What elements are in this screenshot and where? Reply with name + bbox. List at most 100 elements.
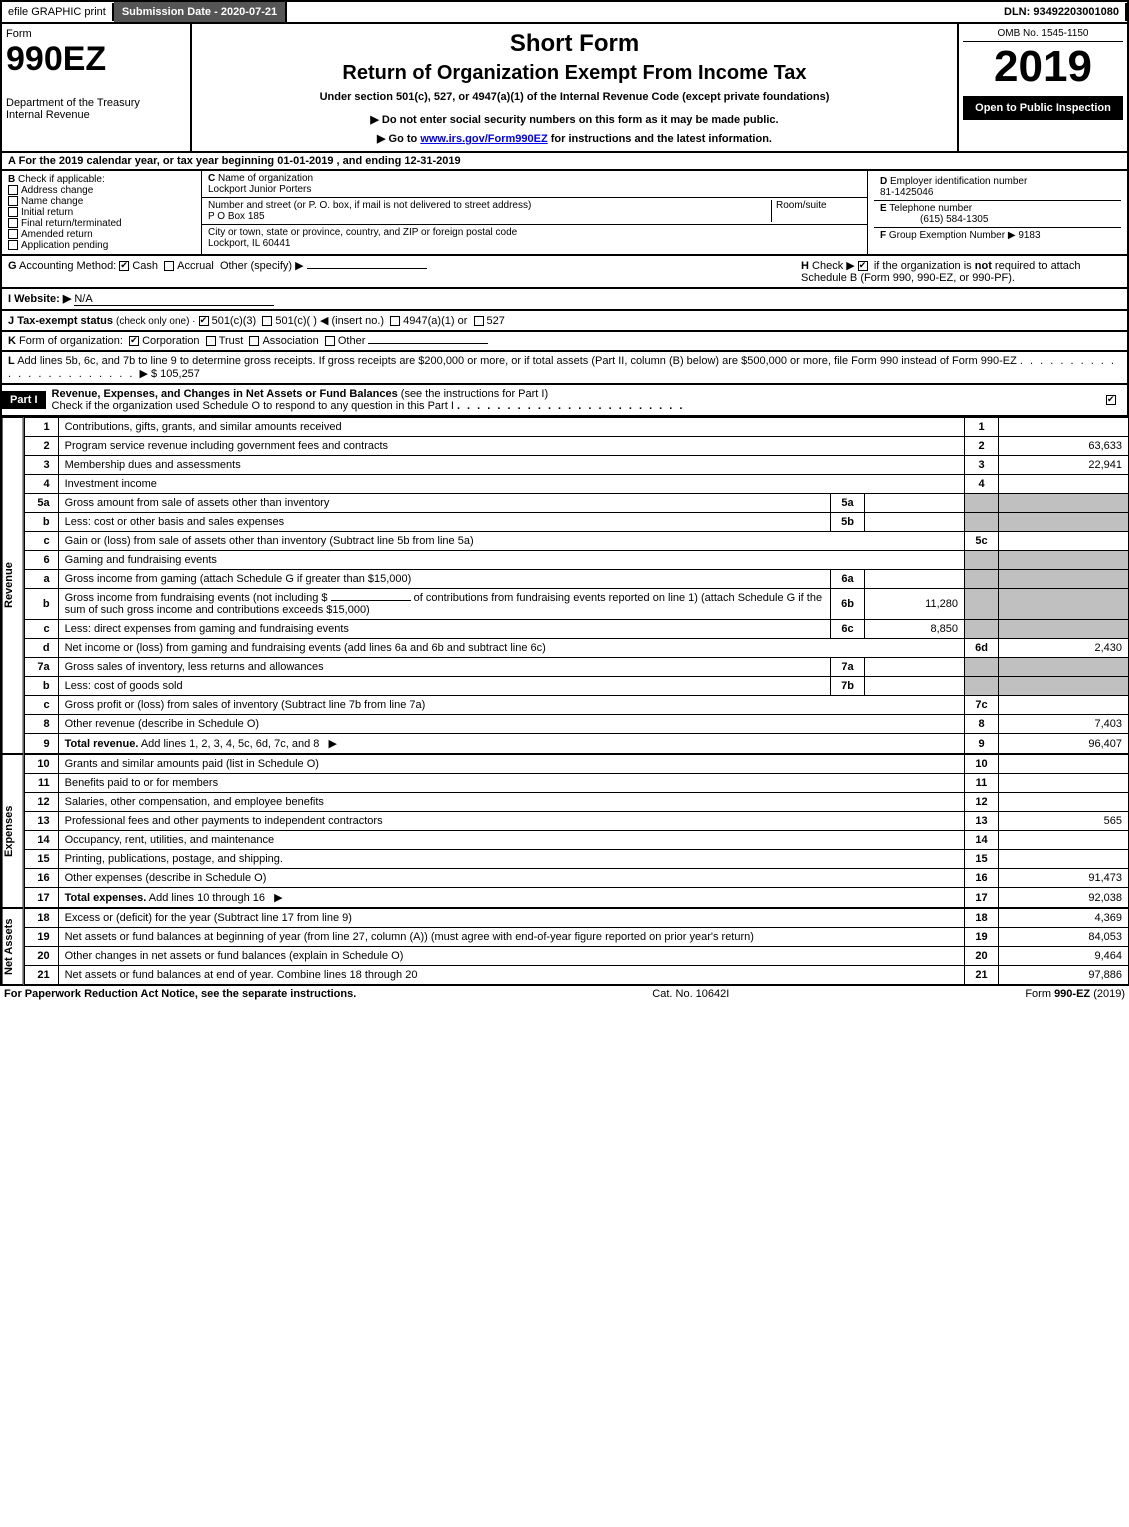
top-bar: efile GRAPHIC print Submission Date - 20… xyxy=(0,0,1129,24)
l6-desc: Gaming and fundraising events xyxy=(58,551,964,570)
netassets-section: Net Assets 18Excess or (deficit) for the… xyxy=(0,908,1129,985)
row-6b: bGross income from fundraising events (n… xyxy=(24,589,1128,620)
chk-cash[interactable] xyxy=(119,261,129,271)
page-footer: For Paperwork Reduction Act Notice, see … xyxy=(0,985,1129,1002)
chk-corp[interactable] xyxy=(129,336,139,346)
b-name: Name change xyxy=(21,196,83,207)
l13-desc: Professional fees and other payments to … xyxy=(58,812,964,831)
chk-501c[interactable] xyxy=(262,316,272,326)
row-10: 10Grants and similar amounts paid (list … xyxy=(24,755,1128,774)
l7a-amt xyxy=(865,658,965,677)
dots2 xyxy=(457,400,685,412)
line-a: A For the 2019 calendar year, or tax yea… xyxy=(0,153,1129,171)
l6b-amt: 11,280 xyxy=(865,589,965,620)
chk-address[interactable] xyxy=(8,185,18,195)
j-d: 527 xyxy=(487,315,505,327)
row-2: 2Program service revenue including gover… xyxy=(24,437,1128,456)
l4-desc: Investment income xyxy=(58,475,964,494)
city: Lockport, IL 60441 xyxy=(208,238,290,249)
i-label: Website: ▶ xyxy=(14,293,71,305)
footer-left: For Paperwork Reduction Act Notice, see … xyxy=(4,988,356,1000)
l17-d2: Add lines 10 through 16 xyxy=(149,892,265,904)
ein: 81-1425046 xyxy=(880,187,933,198)
chk-amended[interactable] xyxy=(8,229,18,239)
goto-post: for instructions and the latest informat… xyxy=(551,133,772,145)
l21-desc: Net assets or fund balances at end of ye… xyxy=(58,966,964,985)
l16-amt: 91,473 xyxy=(999,869,1129,888)
row-13: 13Professional fees and other payments t… xyxy=(24,812,1128,831)
l9-d2: Add lines 1, 2, 3, 4, 5c, 6d, 7c, and 8 xyxy=(141,738,320,750)
l6b-input[interactable] xyxy=(331,600,411,601)
netassets-table: 18Excess or (deficit) for the year (Subt… xyxy=(24,908,1129,985)
row-20: 20Other changes in net assets or fund ba… xyxy=(24,947,1128,966)
l18-amt: 4,369 xyxy=(999,909,1129,928)
chk-h[interactable] xyxy=(858,261,868,271)
part1-note: (see the instructions for Part I) xyxy=(401,388,548,400)
f-label: Group Exemption Number xyxy=(889,230,1005,241)
j-a: 501(c)(3) xyxy=(212,315,257,327)
l20-desc: Other changes in net assets or fund bala… xyxy=(58,947,964,966)
part1-check-text: Check if the organization used Schedule … xyxy=(52,400,454,412)
org-name: Lockport Junior Porters xyxy=(208,184,311,195)
goto-link[interactable]: www.irs.gov/Form990EZ xyxy=(420,133,547,145)
irs-label: Internal Revenue xyxy=(6,109,186,121)
row-18: 18Excess or (deficit) for the year (Subt… xyxy=(24,909,1128,928)
g-other-input[interactable] xyxy=(307,268,427,269)
l15-amt xyxy=(999,850,1129,869)
l7a-desc: Gross sales of inventory, less returns a… xyxy=(58,658,830,677)
g-label: Accounting Method: xyxy=(19,260,116,272)
l5b-amt xyxy=(865,513,965,532)
l14-desc: Occupancy, rent, utilities, and maintena… xyxy=(58,831,964,850)
l7c-desc: Gross profit or (loss) from sales of inv… xyxy=(58,696,964,715)
k-corp: Corporation xyxy=(142,335,199,347)
footer-right: Form 990-EZ (2019) xyxy=(1025,988,1125,1000)
l10-amt xyxy=(999,755,1129,774)
row-11: 11Benefits paid to or for members11 xyxy=(24,774,1128,793)
footer-r-b: 990-EZ xyxy=(1054,988,1090,1000)
chk-527[interactable] xyxy=(474,316,484,326)
b-amend: Amended return xyxy=(21,229,93,240)
header-mid: Short Form Return of Organization Exempt… xyxy=(192,24,957,151)
l21-amt: 97,886 xyxy=(999,966,1129,985)
group-exempt: ▶ 9183 xyxy=(1008,230,1041,241)
chk-initial[interactable] xyxy=(8,207,18,217)
chk-accrual[interactable] xyxy=(164,261,174,271)
k-trust: Trust xyxy=(219,335,244,347)
l8-desc: Other revenue (describe in Schedule O) xyxy=(58,715,964,734)
city-label: City or town, state or province, country… xyxy=(208,227,517,238)
l11-desc: Benefits paid to or for members xyxy=(58,774,964,793)
row-7a: 7aGross sales of inventory, less returns… xyxy=(24,658,1128,677)
chk-name[interactable] xyxy=(8,196,18,206)
row-19: 19Net assets or fund balances at beginni… xyxy=(24,928,1128,947)
l17-amt: 92,038 xyxy=(999,888,1129,908)
g-accrual: Accrual xyxy=(177,260,214,272)
chk-part1-scho[interactable] xyxy=(1106,395,1116,405)
chk-trust[interactable] xyxy=(206,336,216,346)
row-15: 15Printing, publications, postage, and s… xyxy=(24,850,1128,869)
row-14: 14Occupancy, rent, utilities, and mainte… xyxy=(24,831,1128,850)
j-c: 4947(a)(1) or xyxy=(403,315,467,327)
l2-desc: Program service revenue including govern… xyxy=(58,437,964,456)
street-label: Number and street (or P. O. box, if mail… xyxy=(208,200,531,211)
l6a-amt xyxy=(865,570,965,589)
l6b-desc: Gross income from fundraising events (no… xyxy=(58,589,830,620)
chk-assoc[interactable] xyxy=(249,336,259,346)
chk-501c3[interactable] xyxy=(199,316,209,326)
header-right: OMB No. 1545-1150 2019 Open to Public In… xyxy=(957,24,1127,151)
section-def: D Employer identification number 81-1425… xyxy=(867,171,1127,254)
l6c-desc: Less: direct expenses from gaming and fu… xyxy=(58,620,830,639)
chk-4947[interactable] xyxy=(390,316,400,326)
l9-desc: Total revenue. Add lines 1, 2, 3, 4, 5c,… xyxy=(58,734,964,754)
chk-app[interactable] xyxy=(8,240,18,250)
l17-desc: Total expenses. Add lines 10 through 16 … xyxy=(58,888,964,908)
row-12: 12Salaries, other compensation, and empl… xyxy=(24,793,1128,812)
l-amt: ▶ $ 105,257 xyxy=(139,368,199,380)
k-other-input[interactable] xyxy=(368,343,488,344)
l4-amt xyxy=(999,475,1129,494)
j-b: 501(c)( ) ◀ (insert no.) xyxy=(275,315,384,327)
chk-final[interactable] xyxy=(8,218,18,228)
chk-other-org[interactable] xyxy=(325,336,335,346)
phone: (615) 584-1305 xyxy=(880,214,988,225)
l13-amt: 565 xyxy=(999,812,1129,831)
part1-heading: Revenue, Expenses, and Changes in Net As… xyxy=(46,385,1098,415)
